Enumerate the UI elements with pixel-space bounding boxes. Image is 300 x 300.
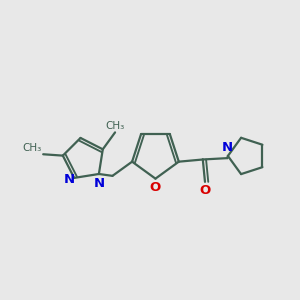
Text: N: N <box>222 141 233 154</box>
Text: N: N <box>94 177 105 190</box>
Text: O: O <box>150 181 161 194</box>
Text: N: N <box>64 173 75 186</box>
Text: CH₃: CH₃ <box>105 121 125 131</box>
Text: O: O <box>200 184 211 197</box>
Text: CH₃: CH₃ <box>22 143 42 153</box>
